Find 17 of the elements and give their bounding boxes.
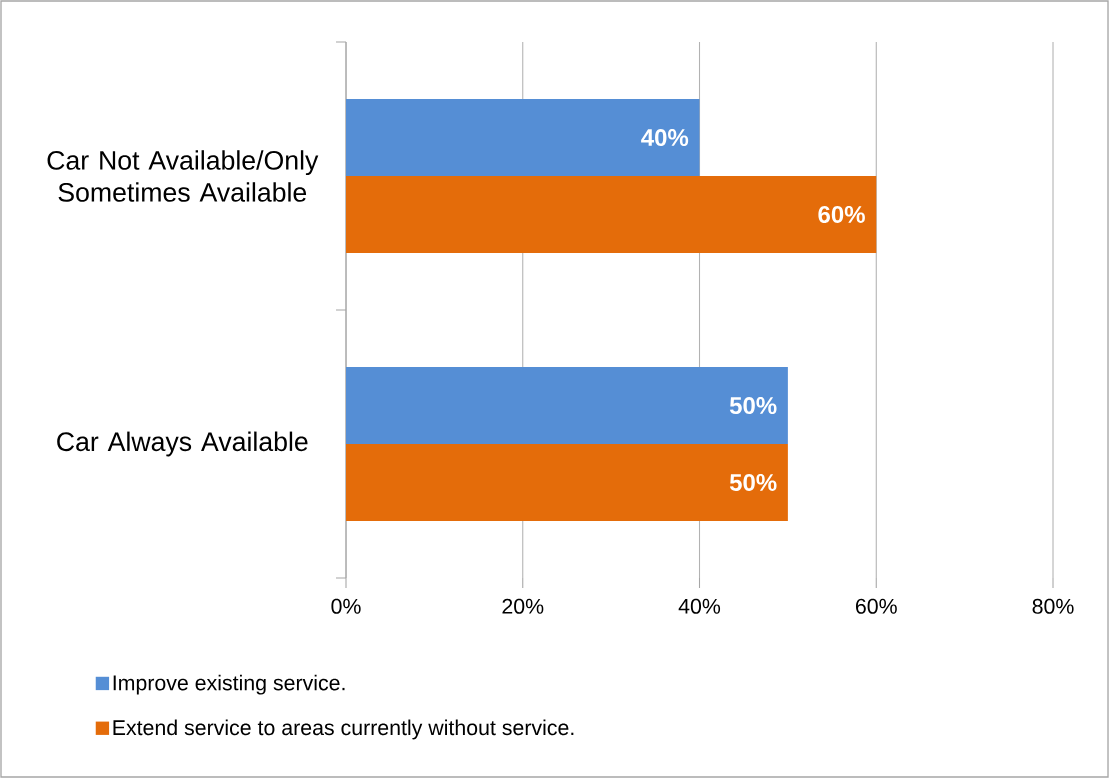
x-tick-label: 60% xyxy=(856,598,897,614)
x-tick-label: 20% xyxy=(502,598,544,614)
x-tick-label: 0% xyxy=(331,598,361,614)
bar xyxy=(346,444,788,521)
data-label: 60% xyxy=(818,205,865,223)
data-label: 40% xyxy=(641,129,689,147)
bar xyxy=(346,367,788,444)
data-label: 50% xyxy=(729,473,777,491)
data-label: 50% xyxy=(729,397,777,415)
y-tick-label: Car Always Available xyxy=(57,431,308,457)
y-tick-label: Car Not Available/Only Sometimes Available xyxy=(47,150,319,202)
legend-label: Extend service to areas currently without service. xyxy=(113,719,574,740)
bar xyxy=(346,99,700,176)
x-tick-label: 40% xyxy=(678,598,721,614)
x-tick-label: 80% xyxy=(1032,598,1074,614)
bar xyxy=(346,176,877,253)
legend-label: Improve existing service. xyxy=(113,674,345,695)
